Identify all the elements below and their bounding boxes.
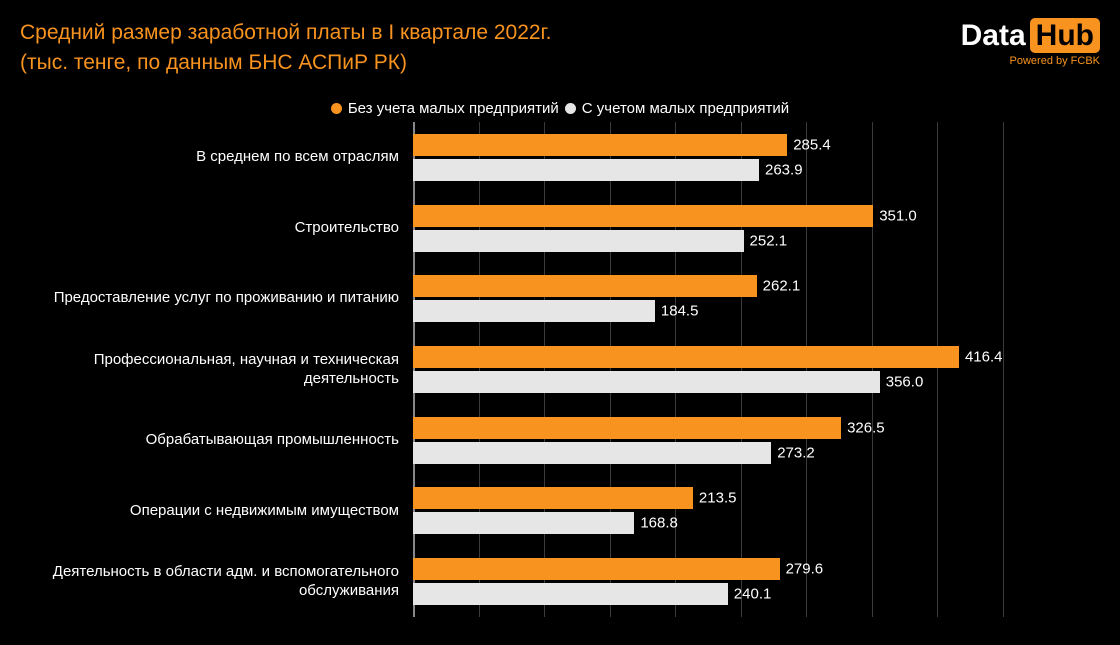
bar-series-b: 252.1 (413, 230, 744, 252)
category-row: Профессиональная, научная и техническая … (0, 334, 1120, 405)
legend: Без учета малых предприятий С учетом мал… (0, 100, 1120, 117)
logo-subtext: Powered by FCBK (961, 55, 1100, 67)
bar-value: 263.9 (759, 161, 803, 178)
bar-series-a: 279.6 (413, 558, 780, 580)
logo: Data Hub Powered by FCBK (961, 18, 1100, 67)
bar-value: 416.4 (959, 349, 1003, 366)
logo-main: Data Hub (961, 18, 1100, 53)
bar-series-b: 168.8 (413, 512, 634, 534)
legend-item-a: Без учета малых предприятий (331, 100, 559, 117)
bar-value: 351.0 (873, 207, 917, 224)
category-label: Строительство (0, 193, 413, 264)
bar-value: 252.1 (744, 232, 788, 249)
bar-value: 168.8 (634, 515, 678, 532)
title-line-2: (тыс. тенге, по данным БНС АСПиР РК) (20, 48, 552, 78)
bar-group: 262.1 184.5 (413, 263, 1120, 334)
bar-value: 326.5 (841, 419, 885, 436)
bar-group: 326.5 273.2 (413, 405, 1120, 476)
logo-data-text: Data (961, 19, 1026, 53)
bar-series-b: 240.1 (413, 583, 728, 605)
bar-group: 285.4 263.9 (413, 122, 1120, 193)
category-row: Строительство351.0252.1 (0, 193, 1120, 264)
category-label: Деятельность в области адм. и вспомогате… (0, 546, 413, 617)
bar-series-b: 184.5 (413, 300, 655, 322)
chart-rows: В среднем по всем отраслям285.4263.9Стро… (0, 122, 1120, 617)
category-label: В среднем по всем отраслям (0, 122, 413, 193)
chart-title: Средний размер заработной платы в I квар… (20, 18, 552, 79)
legend-label-a: Без учета малых предприятий (348, 100, 559, 117)
bar-series-a: 262.1 (413, 275, 757, 297)
legend-dot-a (331, 103, 342, 114)
bar-value: 213.5 (693, 490, 737, 507)
category-row: Деятельность в области адм. и вспомогате… (0, 546, 1120, 617)
legend-label-b: С учетом малых предприятий (582, 100, 789, 117)
bar-series-a: 416.4 (413, 346, 959, 368)
category-label: Операции с недвижимым имуществом (0, 476, 413, 547)
bar-series-a: 213.5 (413, 487, 693, 509)
bar-value: 273.2 (771, 444, 815, 461)
category-label: Профессиональная, научная и техническая … (0, 334, 413, 405)
bar-value: 356.0 (880, 374, 924, 391)
header: Средний размер заработной платы в I квар… (20, 18, 1100, 79)
category-label: Обрабатывающая промышленность (0, 405, 413, 476)
category-row: Обрабатывающая промышленность326.5273.2 (0, 405, 1120, 476)
title-line-1: Средний размер заработной платы в I квар… (20, 18, 552, 48)
bar-value: 262.1 (757, 278, 801, 295)
bar-series-a: 285.4 (413, 134, 787, 156)
legend-dot-b (565, 103, 576, 114)
bar-group: 213.5 168.8 (413, 476, 1120, 547)
category-row: Предоставление услуг по проживанию и пит… (0, 263, 1120, 334)
bar-series-a: 351.0 (413, 205, 873, 227)
bar-value: 240.1 (728, 586, 772, 603)
bar-value: 279.6 (780, 561, 824, 578)
bar-series-b: 273.2 (413, 442, 771, 464)
category-label: Предоставление услуг по проживанию и пит… (0, 263, 413, 334)
bar-group: 351.0 252.1 (413, 193, 1120, 264)
bar-group: 416.4 356.0 (413, 334, 1120, 405)
legend-item-b: С учетом малых предприятий (565, 100, 789, 117)
bar-series-b: 356.0 (413, 371, 880, 393)
bar-series-b: 263.9 (413, 159, 759, 181)
bar-series-a: 326.5 (413, 417, 841, 439)
category-row: В среднем по всем отраслям285.4263.9 (0, 122, 1120, 193)
bar-value: 184.5 (655, 303, 699, 320)
category-row: Операции с недвижимым имуществом213.5168… (0, 476, 1120, 547)
bar-value: 285.4 (787, 136, 831, 153)
logo-hub-text: Hub (1030, 18, 1100, 53)
bar-group: 279.6 240.1 (413, 546, 1120, 617)
